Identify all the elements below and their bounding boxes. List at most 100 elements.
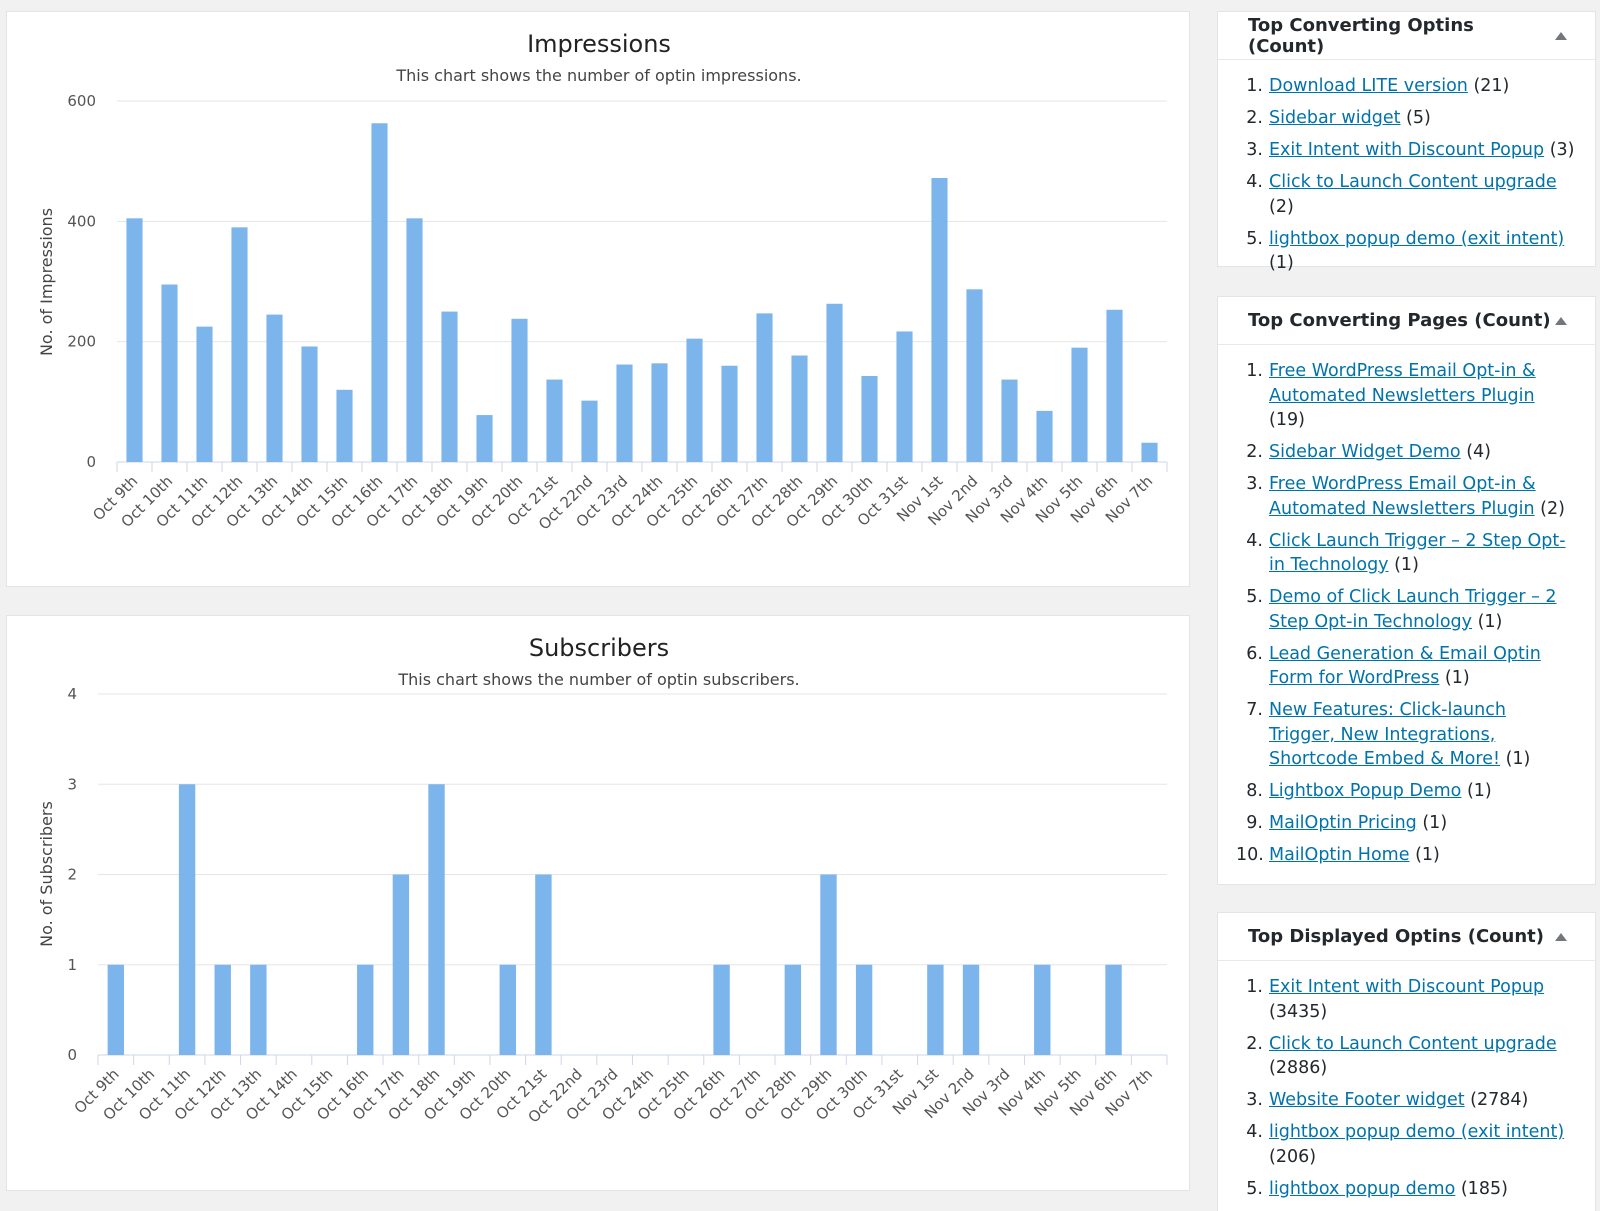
bar <box>266 314 283 462</box>
list-item-number: 3. <box>1246 474 1263 494</box>
widget-title: Top Displayed Optins (Count) <box>1248 926 1544 947</box>
list-item-number: 8. <box>1246 781 1263 801</box>
list-item-body: Lead Generation & Email Optin Form for W… <box>1269 642 1575 691</box>
bar <box>791 355 808 462</box>
bar <box>855 964 873 1055</box>
widget-header[interactable]: Top Displayed Optins (Count) <box>1218 913 1595 961</box>
bar <box>250 964 267 1055</box>
y-tick-label: 400 <box>67 212 96 230</box>
bar <box>1034 964 1051 1055</box>
subscribers-chart: Subscribers This chart shows the number o… <box>37 634 1168 1126</box>
list-item-number: 2. <box>1246 1033 1263 1054</box>
list-item-count: (4) <box>1460 442 1491 462</box>
widget-header[interactable]: Top Converting Pages (Count) <box>1218 297 1595 345</box>
list-item-number: 2. <box>1246 108 1263 128</box>
list-item-body: Free WordPress Email Opt-in & Automated … <box>1269 472 1575 521</box>
bar <box>392 874 410 1055</box>
bar <box>966 289 983 462</box>
bar <box>1105 964 1122 1055</box>
list-item-link[interactable]: Free WordPress Email Opt-in & Automated … <box>1269 474 1536 519</box>
triangle-up-icon[interactable] <box>1555 932 1567 941</box>
list-item-link[interactable]: Lead Generation & Email Optin Form for W… <box>1269 643 1541 689</box>
list-item-count: (185) <box>1455 1178 1508 1199</box>
top-converting-pages-widget: Top Converting Pages (Count) 1. Free Word… <box>1217 296 1596 885</box>
list-item-body: Exit Intent with Discount Popup (3) <box>1269 138 1575 163</box>
list-item-number: 10. <box>1236 845 1264 865</box>
subscribers-chart-panel: Subscribers This chart shows the number o… <box>6 615 1190 1191</box>
bar <box>336 389 353 462</box>
list-item: 8. Lightbox Popup Demo (1) <box>1236 779 1575 804</box>
chart-title: Subscribers <box>529 634 669 662</box>
bar <box>499 964 516 1055</box>
list-item-number: 9. <box>1246 813 1263 833</box>
bar <box>756 313 773 462</box>
list-item-body: Sidebar Widget Demo (4) <box>1269 440 1575 465</box>
y-axis-title: No. of Impressions <box>37 208 56 356</box>
list-item-number: 6. <box>1246 643 1263 664</box>
list-item: 3. Exit Intent with Discount Popup (3) <box>1236 138 1575 163</box>
list-item-link[interactable]: MailOptin Home <box>1269 845 1410 865</box>
list-item-count: (1) <box>1461 781 1492 801</box>
list-item-link[interactable]: Lightbox Popup Demo <box>1269 781 1462 801</box>
bar <box>126 218 143 462</box>
list-item-count: (2886) <box>1269 1058 1328 1078</box>
list-item-count: (21) <box>1467 76 1510 96</box>
list-item-count: (1) <box>1416 813 1448 833</box>
list-item-link[interactable]: Website Footer widget <box>1269 1090 1465 1110</box>
list-item-body: Download LITE version (21) <box>1269 74 1575 99</box>
list-item-link[interactable]: Click Launch Trigger – 2 Step Opt-in Tec… <box>1269 530 1566 576</box>
list-item: 2. Sidebar widget (5) <box>1236 106 1575 131</box>
list-item-body: lightbox popup demo (exit intent) (206) <box>1269 1120 1575 1169</box>
widget-header[interactable]: Top Converting Optins (Count) <box>1218 12 1595 60</box>
list-item-link[interactable]: Exit Intent with Discount Popup <box>1269 140 1545 160</box>
chart-title: Impressions <box>527 30 671 58</box>
bar <box>896 331 913 462</box>
bar <box>546 379 563 462</box>
bar <box>1036 410 1053 462</box>
list-item-link[interactable]: Sidebar widget <box>1269 108 1401 128</box>
list-item-link[interactable]: lightbox popup demo (exit intent) <box>1269 1122 1565 1142</box>
widget-list: 1. Download LITE version (21) 2. Sidebar wi… <box>1218 60 1595 276</box>
triangle-up-icon[interactable] <box>1555 31 1567 40</box>
triangle-up-icon[interactable] <box>1555 316 1567 325</box>
list-item-link[interactable]: Demo of Click Launch Trigger – 2 Step Op… <box>1269 587 1557 632</box>
bar <box>178 784 196 1055</box>
y-tick-label: 3 <box>67 775 77 793</box>
top-displayed-optins-widget: Top Displayed Optins (Count) 1. Exit Inte… <box>1217 912 1596 1211</box>
list-item-body: Free WordPress Email Opt-in & Automated … <box>1269 359 1575 433</box>
list-item-number: 5. <box>1246 1178 1263 1199</box>
list-item-link[interactable]: New Features: Click-launch Trigger, New … <box>1269 700 1506 769</box>
list-item-count: (2) <box>1269 196 1294 217</box>
list-item: 6. Lead Generation & Email Optin Form for… <box>1236 642 1575 691</box>
y-tick-label: 4 <box>67 685 77 703</box>
y-tick-label: 600 <box>67 92 96 110</box>
list-item-link[interactable]: Sidebar Widget Demo <box>1269 442 1461 462</box>
bar <box>357 964 374 1055</box>
list-item-link[interactable]: MailOptin Pricing <box>1269 813 1417 833</box>
top-converting-optins-widget: Top Converting Optins (Count) 1. Download… <box>1217 11 1596 273</box>
list-item-number: 4. <box>1246 172 1263 192</box>
list-item: 1. Free WordPress Email Opt-in & Automate… <box>1236 359 1575 433</box>
bar <box>161 284 178 462</box>
list-item-link[interactable]: Click to Launch Content upgrade <box>1269 1033 1557 1054</box>
list-item-number: 7. <box>1246 700 1263 720</box>
list-item-body: Sidebar widget (5) <box>1269 106 1575 131</box>
list-item: 7. New Features: Click-launch Trigger, Ne… <box>1236 698 1575 772</box>
list-item-number: 1. <box>1246 977 1263 997</box>
list-item-link[interactable]: lightbox popup demo (exit intent) <box>1269 228 1565 249</box>
bar <box>820 874 837 1055</box>
bar <box>214 964 231 1055</box>
list-item-link[interactable]: lightbox popup demo <box>1269 1178 1456 1199</box>
list-item-count: (3) <box>1544 140 1575 160</box>
list-item: 3. Free WordPress Email Opt-in & Automate… <box>1236 472 1575 521</box>
list-item-count: (1) <box>1500 749 1531 769</box>
bar <box>931 178 948 462</box>
list-item-link[interactable]: Exit Intent with Discount Popup <box>1269 977 1545 997</box>
list-item-link[interactable]: Download LITE version <box>1269 76 1468 96</box>
list-item-link[interactable]: Free WordPress Email Opt-in & Automated … <box>1269 361 1536 406</box>
list-item-count: (3435) <box>1269 1001 1328 1022</box>
list-item-body: Click to Launch Content upgrade (2) <box>1269 170 1575 219</box>
list-item-link[interactable]: Click to Launch Content upgrade <box>1269 172 1557 192</box>
bar <box>713 964 730 1055</box>
list-item-count: (2) <box>1534 498 1565 519</box>
